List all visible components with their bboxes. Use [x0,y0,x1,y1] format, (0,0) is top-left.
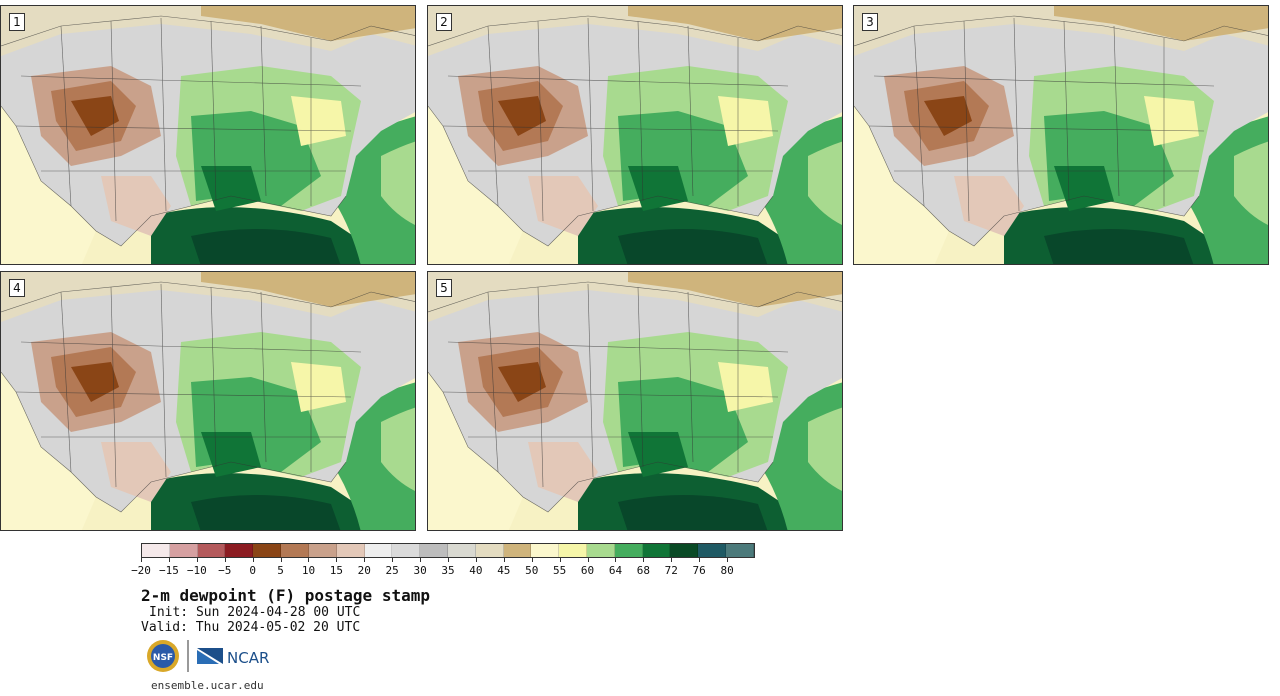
colorbar-tick [392,558,394,562]
colorbar-tick [559,558,561,562]
panel-number: 1 [9,13,25,31]
colorbar-tick [224,558,226,562]
colorbar-tick-label: 20 [357,564,371,577]
website-link[interactable]: ensemble.ucar.edu [151,679,264,692]
ncar-logo-text: NCAR [227,649,269,667]
colorbar-tick-label: 30 [413,564,427,577]
colorbar-segment [197,544,226,557]
colorbar-tick-label: 45 [497,564,511,577]
panel-number: 3 [862,13,878,31]
colorbar-tick [420,558,422,562]
map-panel-3: 3 [853,5,1269,265]
colorbar-tick [587,558,589,562]
page-title: 2-m dewpoint (F) postage stamp [141,586,430,605]
colorbar-tick-label: 72 [664,564,678,577]
logos: NSF NCAR [145,638,285,674]
colorbar-segment [447,544,476,557]
colorbar-segment [559,544,587,557]
colorbar-tick-label: 55 [553,564,567,577]
colorbar-tick-label: −5 [218,564,232,577]
colorbar-tick-label: −15 [158,564,179,577]
panel-number: 5 [436,279,452,297]
colorbar-segment [142,544,170,557]
colorbar-segment [698,544,727,557]
colorbar-tick-label: 40 [469,564,483,577]
panel-number: 2 [436,13,452,31]
colorbar [141,543,755,558]
colorbar-segment [670,544,699,557]
panel-number: 4 [9,279,25,297]
init-time: Init: Sun 2024-04-28 00 UTC [149,605,361,620]
colorbar-tick-label: 76 [692,564,706,577]
colorbar-segment [420,544,448,557]
valid-time: Valid: Thu 2024-05-02 20 UTC [141,620,361,635]
colorbar-ticks: −20 −15 −10 −5 0 5 10 15 20 25 30 35 40 45 50 55 60 64 68 7… [131,558,755,578]
dewpoint-map [428,6,842,264]
ncar-logo-icon: NCAR [197,648,269,667]
colorbar-tick-label: 50 [525,564,539,577]
map-panel-2: 2 [427,5,843,265]
colorbar-tick-label: 80 [720,564,734,577]
colorbar-segment [614,544,643,557]
colorbar-tick-label: 35 [441,564,455,577]
colorbar-tick-label: 25 [385,564,399,577]
colorbar-segment [587,544,615,557]
colorbar-tick [364,558,366,562]
colorbar-tick-label: 5 [277,564,284,577]
colorbar-tick [531,558,533,562]
dewpoint-map [854,6,1268,264]
colorbar-segment [364,544,393,557]
colorbar-segment [503,544,532,557]
colorbar-segment [308,544,337,557]
colorbar-segment [392,544,421,557]
dewpoint-map [1,272,415,530]
colorbar-tick-label: 10 [301,564,316,577]
colorbar-tick [141,558,142,562]
colorbar-tick-label: 64 [608,564,623,577]
map-panel-4: 4 [0,271,416,531]
colorbar-segment [642,544,671,557]
colorbar-tick-label: 0 [249,564,256,577]
colorbar-segment [169,544,198,557]
colorbar-tick-label: −20 [131,564,151,577]
colorbar-tick-label: 15 [329,564,343,577]
nsf-logo-text: NSF [153,653,173,663]
colorbar-segment [225,544,254,557]
dewpoint-map [428,272,842,530]
colorbar-tick [615,558,617,562]
colorbar-segment [281,544,309,557]
colorbar-segment [531,544,560,557]
colorbar-tick-label: 60 [580,564,595,577]
nsf-logo-icon: NSF [147,640,179,672]
colorbar-tick [168,558,170,562]
colorbar-segment [726,544,754,557]
map-panel-1: 1 [0,5,416,265]
colorbar-tick [475,558,477,562]
colorbar-tick [643,558,645,562]
colorbar-tick [503,558,505,562]
colorbar-tick [336,558,338,562]
colorbar-tick [308,558,310,562]
colorbar-tick [727,558,729,562]
map-panel-5: 5 [427,271,843,531]
colorbar-tick [448,558,449,562]
dewpoint-map [1,6,415,264]
colorbar-tick [252,558,254,562]
colorbar-segment [475,544,504,557]
colorbar-tick-label: −10 [186,564,207,577]
colorbar-tick-label: 68 [636,564,650,577]
colorbar-segment [253,544,282,557]
colorbar-tick [699,558,701,562]
colorbar-segment [336,544,365,557]
colorbar-tick [196,558,198,562]
colorbar-tick [671,558,673,562]
colorbar-tick [280,558,282,562]
